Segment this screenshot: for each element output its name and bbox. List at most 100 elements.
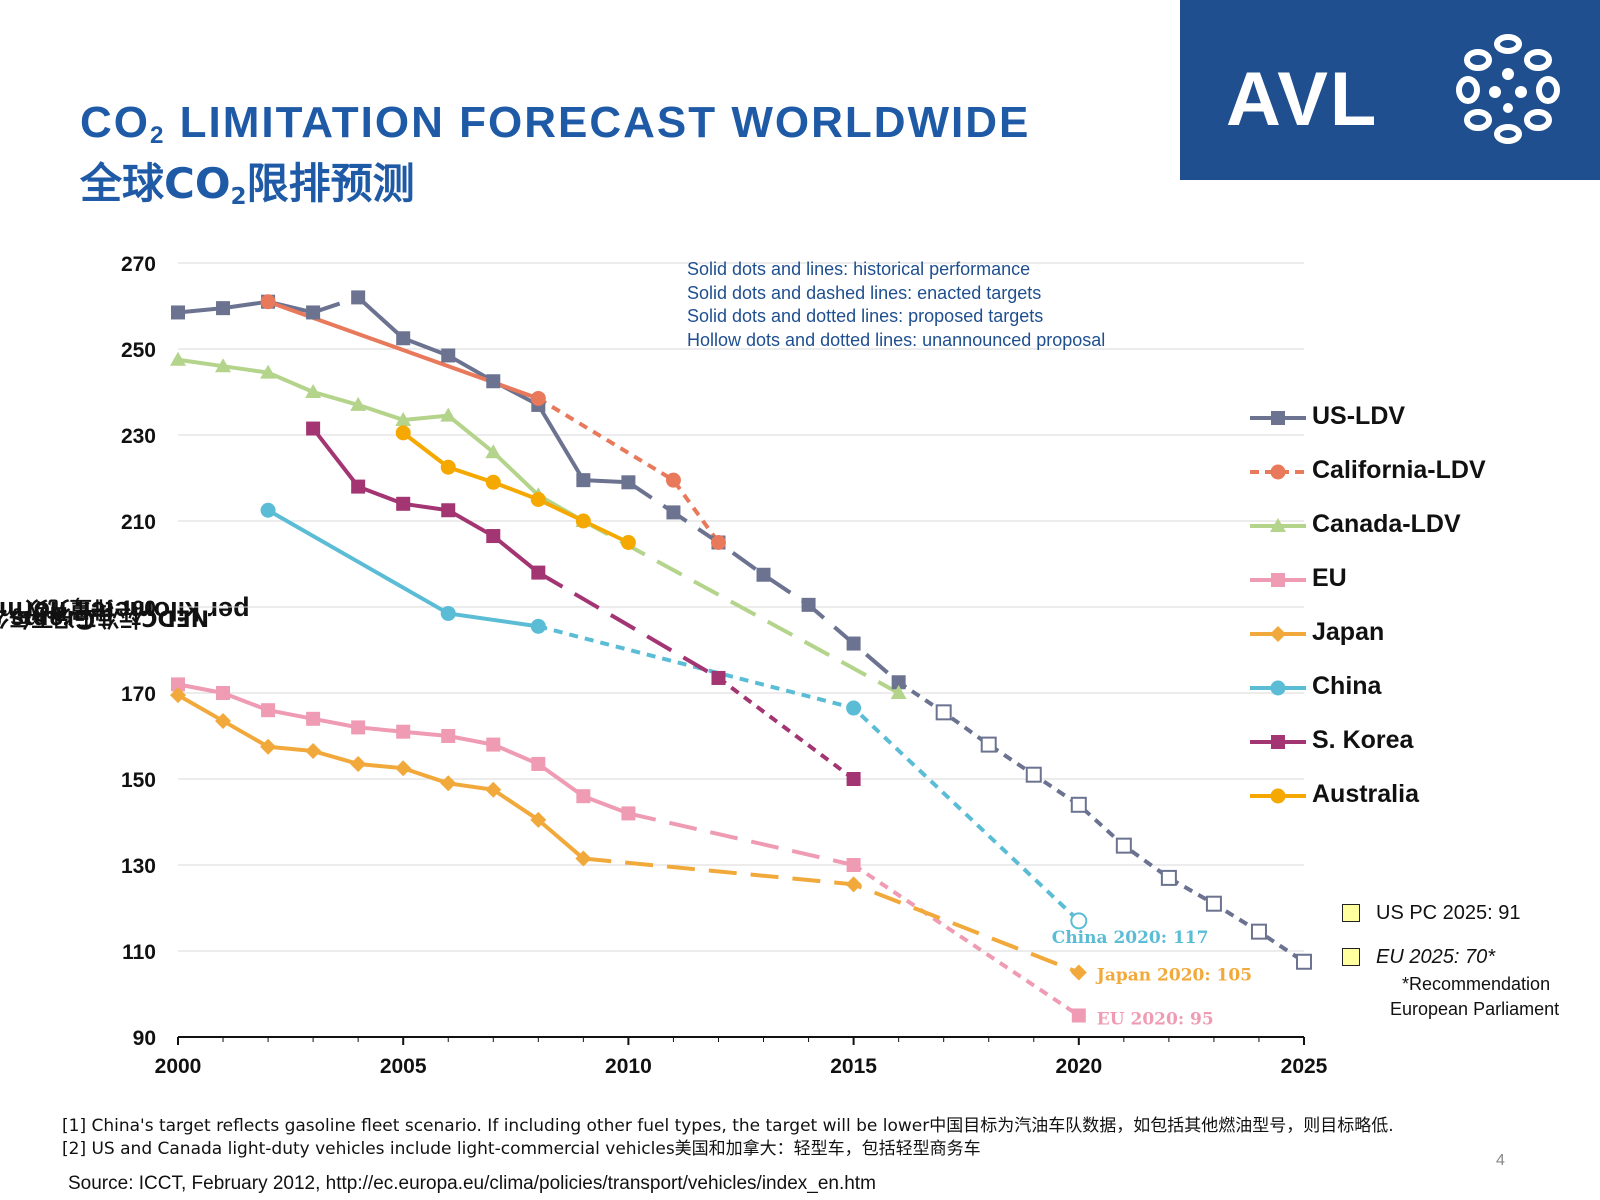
legend-swatch	[1250, 518, 1306, 532]
x-tick-label: 2020	[1055, 1055, 1102, 1078]
data-point-s-korea	[486, 529, 501, 544]
data-point-canada-ldv	[485, 444, 502, 459]
data-point-california-ldv	[665, 472, 681, 488]
series-line-japan	[177, 693, 585, 861]
data-point-s-korea	[711, 670, 726, 685]
side-note-footnote: *Recommendation	[1402, 974, 1551, 994]
data-point-s-korea	[351, 479, 366, 494]
data-point-california-ldv	[260, 294, 276, 310]
data-point-eu	[576, 789, 591, 804]
co2-line-chart: 90 110 130 150 170 190 210 230 250 270 2000 2005 201…	[121, 253, 1328, 1078]
legend-swatch	[1250, 464, 1306, 480]
data-point-us-ldv	[846, 636, 861, 651]
note-line: Solid dots and lines: historical perform…	[687, 259, 1031, 279]
data-point-us-ldv	[396, 331, 411, 346]
side-note-text: US PC 2025: 91	[1376, 902, 1521, 924]
data-point-japan	[485, 781, 502, 798]
series-line-china	[537, 624, 1081, 923]
legend-label: China	[1312, 672, 1382, 700]
series-line-canada-ldv	[582, 519, 900, 695]
page-title-english: CO2 LIMITATION FORECAST WORLDWIDE	[80, 98, 1030, 150]
data-point-eu	[621, 806, 636, 821]
y-tick-label: 110	[122, 941, 156, 964]
data-point-us-ldv	[216, 301, 231, 316]
legend-label: California-LDV	[1312, 456, 1486, 484]
legend-label: Japan	[1312, 618, 1385, 646]
data-point-us-ldv	[306, 305, 321, 320]
legend-swatch-marker	[1271, 735, 1285, 749]
data-point-canada-ldv	[395, 411, 412, 426]
y-tick-label: 170	[121, 683, 156, 706]
footnote: [2] US and Canada light-duty vehicles in…	[62, 1139, 981, 1159]
data-point-eu	[261, 703, 276, 718]
legend-label: S. Korea	[1312, 726, 1414, 754]
data-point-us-ldv	[351, 290, 366, 305]
y-tick-label: 130	[121, 855, 156, 878]
data-point-california-ldv	[710, 535, 726, 550]
data-point-s-korea	[306, 421, 321, 436]
data-point-australia	[530, 492, 546, 507]
data-point-japan	[1070, 964, 1087, 981]
series-line-us-ldv	[177, 299, 314, 315]
page-title-chinese: 全球CO2限排预测	[80, 150, 415, 211]
data-point-japan	[575, 850, 592, 867]
data-point-japan	[305, 743, 322, 760]
series-line-china	[267, 508, 539, 629]
data-point-canada-ldv	[260, 364, 277, 379]
series-line-eu	[627, 811, 855, 867]
data-point-japan	[215, 712, 232, 729]
data-point-japan	[350, 755, 367, 772]
data-point-japan	[845, 876, 862, 893]
data-point-us-ldv	[1250, 923, 1267, 940]
data-point-canada-ldv	[350, 396, 367, 411]
series-line-us-ldv	[897, 680, 1306, 964]
data-point-s-korea	[396, 496, 411, 511]
legend-item: Canada-LDV	[1248, 506, 1578, 546]
data-point-japan	[395, 760, 412, 777]
title-cn-part: 全球CO	[80, 159, 231, 208]
data-point-us-ldv	[441, 348, 456, 363]
data-point-australia	[485, 474, 501, 490]
data-point-australia	[575, 513, 591, 529]
line-style-notes: Solid dots and lines: historical perform…	[687, 258, 1105, 352]
x-tick-label: 2005	[380, 1055, 427, 1078]
data-point-us-ldv	[1296, 953, 1312, 970]
legend-swatch-marker	[1270, 626, 1286, 642]
data-point-us-ldv	[980, 736, 997, 753]
data-point-us-ldv	[666, 505, 681, 520]
legend-item: EU	[1248, 560, 1578, 600]
data-point-eu	[216, 686, 231, 700]
legend-item: Japan	[1248, 614, 1578, 654]
data-point-china	[846, 700, 862, 716]
data-point-california-ldv	[530, 390, 546, 406]
x-tick-label: 2015	[830, 1055, 877, 1078]
title-en-subscript: 2	[150, 122, 166, 150]
data-point-us-ldv	[576, 473, 591, 488]
data-point-us-ldv	[891, 675, 906, 690]
legend-label: Australia	[1312, 780, 1419, 808]
source-citation: Source: ICCT, February 2012, http://ec.e…	[68, 1173, 876, 1194]
data-point-eu	[351, 720, 366, 735]
legend-swatch	[1250, 573, 1306, 587]
chart-annotation: Japan 2020: 105	[1095, 966, 1252, 986]
data-point-us-ldv	[621, 475, 636, 490]
chart-annotation: EU 2020: 95	[1097, 1010, 1214, 1030]
data-point-canada-ldv	[170, 351, 186, 366]
data-point-eu	[441, 729, 456, 743]
chart-annotation: China 2020: 117	[1052, 928, 1209, 948]
title-en-part: CO	[80, 98, 150, 147]
legend-swatch-marker	[1271, 573, 1285, 587]
x-tick-label: 2010	[605, 1055, 652, 1078]
data-point-s-korea	[441, 503, 456, 518]
series-line-eu	[852, 863, 1080, 1018]
legend-swatch	[1250, 626, 1306, 642]
series-line-us-ldv	[312, 295, 359, 315]
legend-label: US-LDV	[1312, 402, 1406, 430]
note-line: Solid dots and dashed lines: enacted tar…	[687, 282, 1042, 303]
legend-item: Australia	[1248, 776, 1578, 816]
legend-swatch	[1250, 680, 1306, 696]
series-line-japan	[583, 856, 1080, 975]
series-line-canada-ldv	[177, 357, 585, 523]
legend-swatch	[1250, 788, 1306, 804]
data-point-us-ldv	[1205, 895, 1222, 912]
